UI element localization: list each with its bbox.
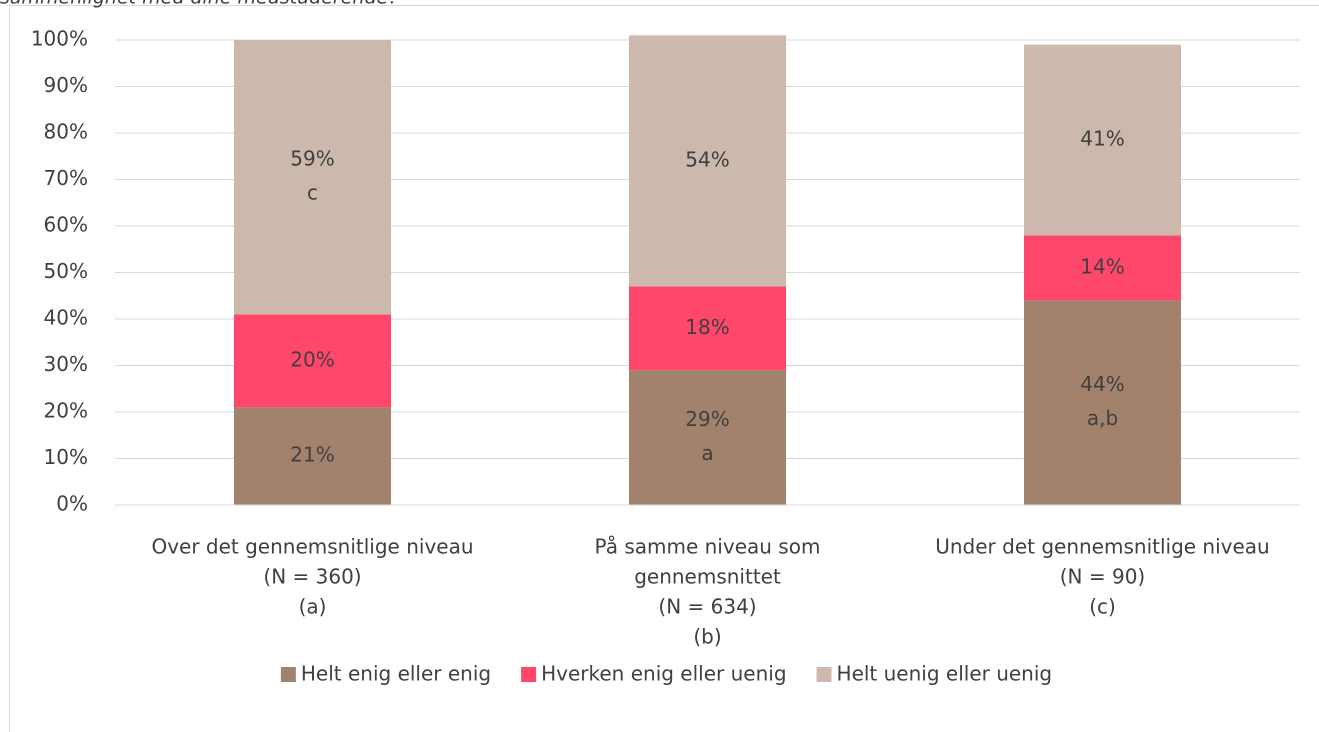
legend-label: Hverken enig eller uenig <box>541 662 786 686</box>
bar-segment <box>1024 235 1181 301</box>
legend-label: Helt enig eller enig <box>301 662 491 686</box>
x-tick-label: På samme niveau som <box>595 535 821 559</box>
data-label: 44% <box>1080 372 1124 396</box>
bar-segment <box>1024 44 1181 236</box>
data-label: 18% <box>685 315 729 339</box>
bar-segment <box>629 370 786 505</box>
bar-segment <box>629 286 786 371</box>
x-tick-label: (c) <box>1089 595 1116 619</box>
bar-segment <box>234 407 391 505</box>
legend-label: Helt uenig eller uenig <box>837 662 1053 686</box>
chart-border <box>9 5 1319 732</box>
data-annotation: a <box>701 441 713 465</box>
data-label: 59% <box>290 147 334 171</box>
y-tick-label: 30% <box>44 352 88 376</box>
bar-segment <box>234 314 391 408</box>
data-label: 21% <box>290 443 334 467</box>
x-tick-label: gennemsnittet <box>634 565 781 589</box>
x-tick-label: (N = 90) <box>1060 565 1146 589</box>
data-label: 20% <box>290 347 334 371</box>
x-tick-label: (a) <box>299 595 327 619</box>
y-tick-label: 10% <box>44 445 88 469</box>
y-tick-label: 100% <box>31 27 88 51</box>
y-tick-label: 80% <box>44 120 88 144</box>
y-tick-label: 50% <box>44 259 88 283</box>
x-tick-label: (N = 360) <box>263 565 361 589</box>
bar-segment <box>1024 300 1181 505</box>
data-label: 41% <box>1080 126 1124 150</box>
legend-swatch <box>816 667 832 682</box>
data-label: 54% <box>685 147 729 171</box>
data-annotation: c <box>307 181 318 205</box>
x-tick-label: Under det gennemsnitlige niveau <box>935 535 1270 559</box>
y-tick-label: 90% <box>44 73 88 97</box>
chart-subtitle: sammenlignet med dine medstuderende? <box>0 0 398 9</box>
y-tick-label: 40% <box>44 306 88 330</box>
legend-swatch <box>521 667 537 682</box>
y-tick-label: 70% <box>44 166 88 190</box>
legend-swatch <box>280 667 296 682</box>
data-label: 14% <box>1080 254 1124 278</box>
y-tick-label: 60% <box>44 213 88 237</box>
bar-segment <box>234 40 391 315</box>
x-tick-label: Over det gennemsnitlige niveau <box>151 535 473 559</box>
x-tick-label: (b) <box>693 625 721 649</box>
bar-segment <box>629 35 786 287</box>
x-tick-label: (N = 634) <box>658 595 756 619</box>
y-tick-label: 20% <box>44 399 88 423</box>
data-annotation: a,b <box>1087 406 1118 430</box>
data-label: 29% <box>685 407 729 431</box>
y-tick-label: 0% <box>56 492 88 516</box>
